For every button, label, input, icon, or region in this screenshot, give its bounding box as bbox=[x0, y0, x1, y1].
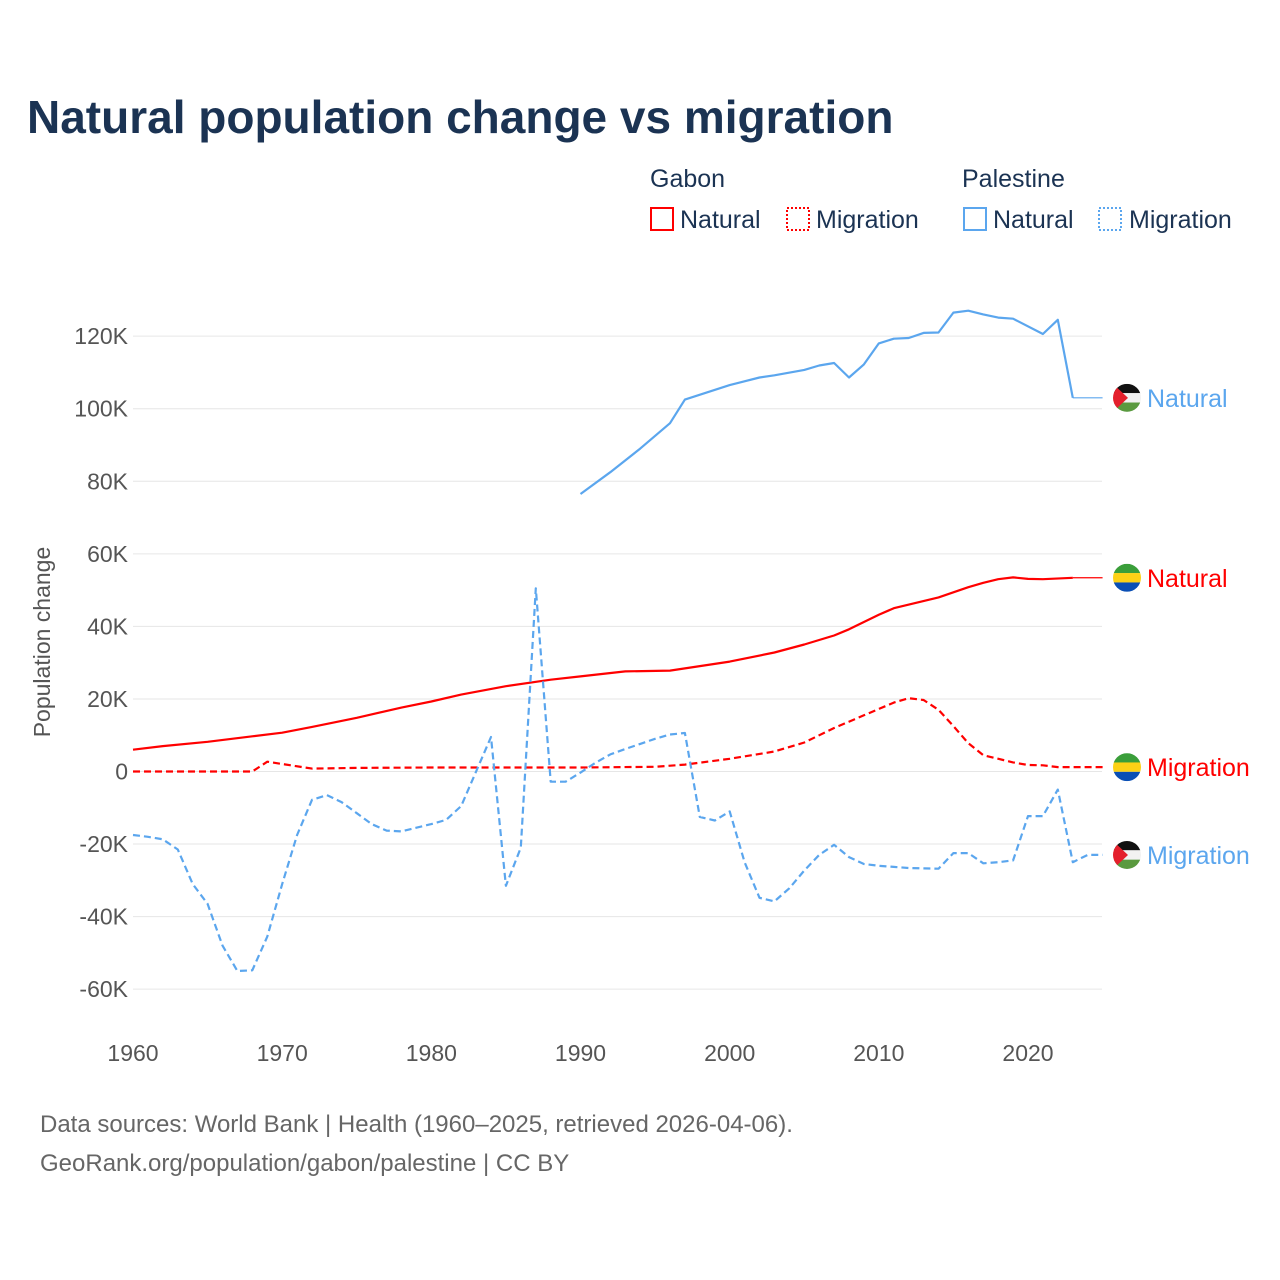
series-lines bbox=[132, 309, 1103, 973]
y-tick-label: 120K bbox=[74, 323, 128, 349]
end-labels: Natural Migration Natural Migration bbox=[1113, 383, 1250, 870]
y-tick-label: 20K bbox=[87, 686, 129, 712]
chart-title: Natural population change vs migration bbox=[27, 91, 893, 143]
legend-swatch-palestine-natural bbox=[963, 207, 987, 231]
series-line-palestine-migration[interactable] bbox=[132, 587, 1103, 973]
y-tick-label: 100K bbox=[74, 396, 128, 422]
footer-link[interactable]: GeoRank.org/population/gabon/palestine |… bbox=[40, 1150, 569, 1177]
x-tick-label: 2010 bbox=[853, 1040, 904, 1066]
series-line-palestine-natural[interactable] bbox=[579, 309, 1074, 495]
x-tick-label: 2000 bbox=[704, 1040, 755, 1066]
legend-item-palestine-natural[interactable]: Natural bbox=[993, 206, 1074, 234]
x-tick-label: 2020 bbox=[1002, 1040, 1053, 1066]
x-tick-label: 1970 bbox=[257, 1040, 308, 1066]
gabon-flag-icon bbox=[1113, 563, 1141, 592]
x-tick-label: 1990 bbox=[555, 1040, 606, 1066]
y-axis-label: Population change bbox=[29, 547, 55, 738]
y-tick-label: 40K bbox=[87, 613, 129, 639]
end-label-palestine-migration: Migration bbox=[1147, 842, 1250, 870]
legend-swatch-palestine-migration bbox=[1098, 207, 1122, 231]
legend-swatch-gabon-migration bbox=[786, 207, 810, 231]
legend-item-palestine-migration[interactable]: Migration bbox=[1129, 206, 1232, 234]
end-label-gabon-natural: Natural bbox=[1147, 565, 1228, 593]
end-label-gabon-migration: Migration bbox=[1147, 754, 1250, 782]
y-ticks: 120K 100K 80K 60K 40K 20K 0 -20K -40K -60K bbox=[74, 323, 128, 1002]
end-label-palestine-natural: Natural bbox=[1147, 385, 1228, 413]
palestine-flag-icon bbox=[1113, 840, 1141, 869]
x-tick-label: 1980 bbox=[406, 1040, 457, 1066]
legend-item-gabon-natural[interactable]: Natural bbox=[680, 206, 761, 234]
y-tick-label: -40K bbox=[79, 904, 128, 930]
gridlines bbox=[133, 335, 1102, 990]
x-ticks: 1960 1970 1980 1990 2000 2010 2020 bbox=[107, 1040, 1053, 1066]
y-tick-label: 60K bbox=[87, 541, 129, 567]
legend-swatch-gabon-natural bbox=[650, 207, 674, 231]
y-tick-label: -60K bbox=[79, 976, 128, 1002]
gabon-flag-icon bbox=[1113, 753, 1141, 782]
legend-group-gabon: Gabon bbox=[650, 165, 725, 193]
series-line-gabon-migration[interactable] bbox=[133, 697, 1103, 773]
y-tick-label: 80K bbox=[87, 468, 129, 494]
legend-item-gabon-migration[interactable]: Migration bbox=[816, 206, 919, 234]
y-tick-label: -20K bbox=[79, 831, 128, 857]
y-tick-label: 0 bbox=[115, 759, 128, 785]
x-tick-label: 1960 bbox=[107, 1040, 158, 1066]
legend: Gabon Natural Migration Palestine Natura… bbox=[650, 165, 1232, 234]
palestine-flag-icon bbox=[1113, 383, 1141, 412]
legend-group-palestine: Palestine bbox=[962, 165, 1065, 193]
series-line-gabon-natural[interactable] bbox=[132, 576, 1073, 751]
footer-source: Data sources: World Bank | Health (1960–… bbox=[40, 1111, 793, 1138]
